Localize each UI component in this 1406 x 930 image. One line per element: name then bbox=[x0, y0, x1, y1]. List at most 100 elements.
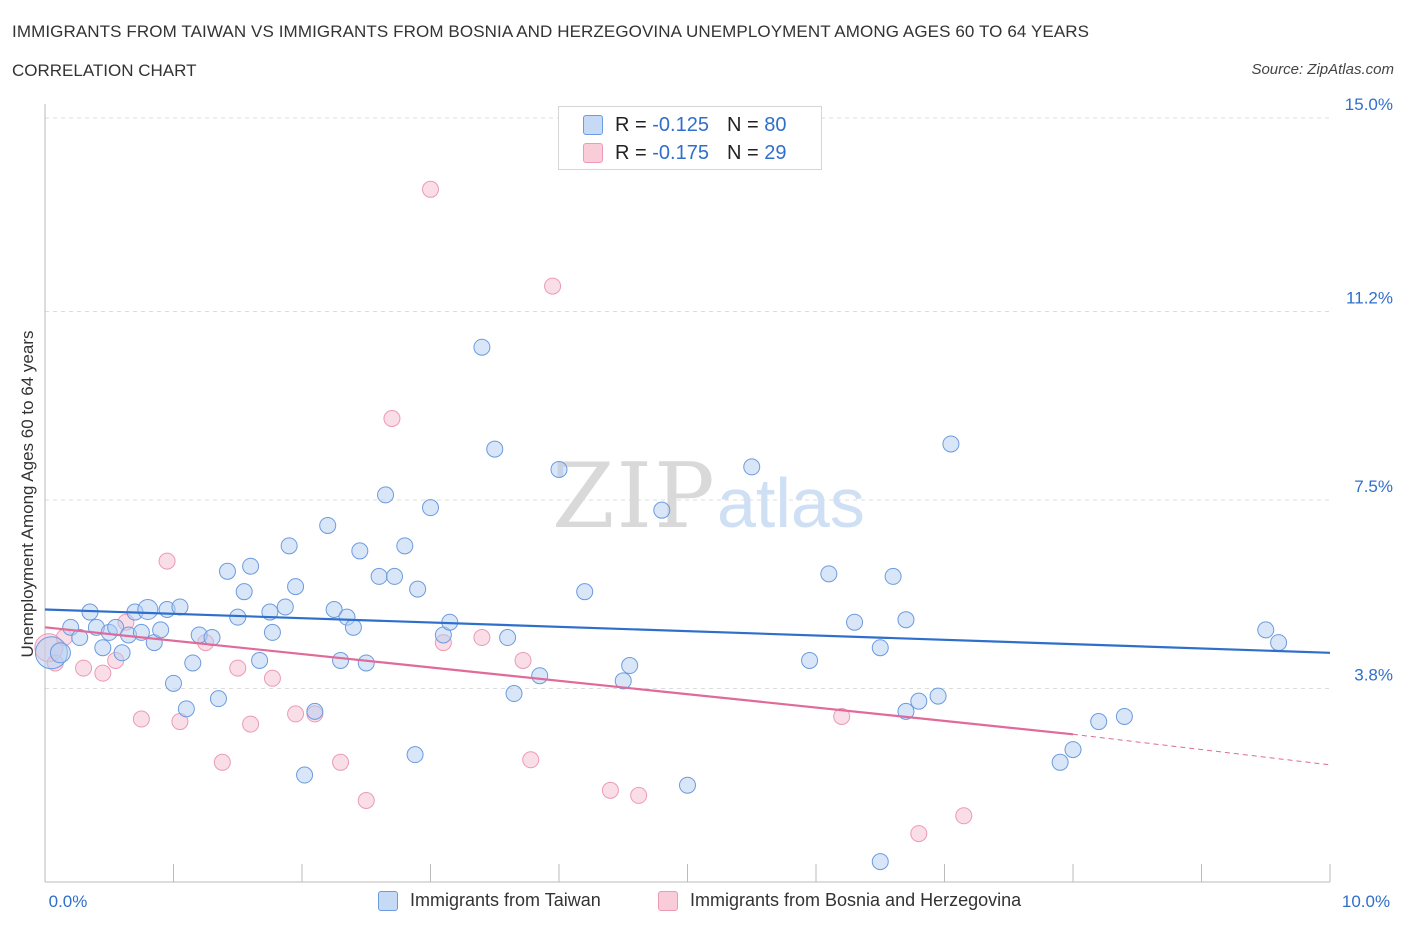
taiwan-point bbox=[1051, 753, 1069, 771]
taiwan-point bbox=[679, 776, 696, 794]
bosnia-swatch bbox=[658, 890, 678, 911]
y-tick-label: 3.8% bbox=[1354, 665, 1393, 684]
taiwan-point bbox=[910, 692, 928, 710]
taiwan-point bbox=[473, 338, 491, 356]
taiwan-point bbox=[325, 601, 343, 619]
taiwan-point bbox=[165, 674, 182, 692]
bosnia-point bbox=[357, 792, 375, 810]
taiwan-point bbox=[897, 611, 915, 629]
taiwan-swatch bbox=[378, 890, 398, 911]
bosnia-point bbox=[94, 664, 112, 682]
taiwan-point bbox=[505, 685, 523, 703]
taiwan-point bbox=[251, 651, 269, 669]
bosnia-point bbox=[833, 707, 851, 725]
taiwan-point bbox=[344, 618, 362, 636]
taiwan-point bbox=[614, 672, 632, 690]
legend-item-taiwan[interactable]: Immigrants from Taiwan bbox=[378, 890, 601, 911]
stats-r-value: -0.175 bbox=[652, 141, 709, 164]
stats-r-value: -0.125 bbox=[652, 113, 709, 136]
trend-lines bbox=[44, 608, 1331, 766]
chart-subtitle: CORRELATION CHART bbox=[12, 61, 197, 80]
bosnia-point bbox=[332, 753, 350, 771]
taiwan-point bbox=[929, 687, 947, 705]
series-taiwan-points bbox=[34, 338, 1288, 871]
taiwan-point bbox=[942, 435, 960, 453]
taiwan-point bbox=[171, 598, 189, 616]
taiwan-point bbox=[357, 654, 375, 672]
stats-row-bosnia: R = -0.175 N = 29 bbox=[583, 141, 786, 165]
bosnia-point bbox=[229, 659, 247, 677]
taiwan-point bbox=[871, 853, 889, 871]
taiwan-point bbox=[296, 766, 314, 784]
bosnia-swatch bbox=[583, 143, 603, 163]
taiwan-point bbox=[218, 562, 236, 580]
y-tick-label: 15.0% bbox=[1345, 95, 1393, 114]
taiwan-point bbox=[276, 598, 294, 616]
taiwan-point bbox=[871, 639, 889, 657]
taiwan-point bbox=[386, 567, 404, 585]
taiwan-point bbox=[1257, 621, 1275, 639]
bosnia-point bbox=[242, 715, 260, 733]
stats-row-taiwan: R = -0.125 N = 80 bbox=[583, 113, 786, 137]
bosnia-trend-extension bbox=[1072, 733, 1331, 766]
watermark: ZIP atlas bbox=[552, 444, 865, 549]
grid-lines bbox=[45, 117, 1330, 689]
taiwan-point bbox=[846, 613, 864, 631]
taiwan-point bbox=[1064, 741, 1082, 759]
taiwan-point bbox=[897, 702, 915, 720]
taiwan-point bbox=[235, 583, 253, 601]
taiwan-point bbox=[177, 700, 195, 718]
axes bbox=[44, 104, 1331, 883]
taiwan-swatch bbox=[583, 115, 603, 135]
taiwan-point bbox=[1115, 707, 1133, 725]
chart-title: IMMIGRANTS FROM TAIWAN VS IMMIGRANTS FRO… bbox=[12, 22, 1090, 41]
taiwan-point bbox=[486, 440, 504, 458]
watermark-atlas: atlas bbox=[717, 464, 865, 542]
taiwan-point bbox=[263, 623, 281, 641]
taiwan-point bbox=[71, 629, 89, 647]
legend-label: Immigrants from Bosnia and Herzegovina bbox=[690, 890, 1022, 910]
taiwan-point bbox=[801, 651, 819, 669]
taiwan-point bbox=[280, 537, 298, 555]
stats-n-value: 29 bbox=[764, 141, 787, 164]
bosnia-point bbox=[601, 781, 619, 799]
taiwan-point bbox=[242, 557, 260, 575]
x-tick-label: 10.0% bbox=[1342, 892, 1390, 911]
taiwan-point bbox=[113, 644, 131, 662]
stats-n-label: N = bbox=[726, 141, 759, 164]
bosnia-point bbox=[522, 751, 540, 769]
bosnia-point bbox=[955, 807, 973, 825]
taiwan-point bbox=[422, 499, 439, 517]
stats-n-value: 80 bbox=[764, 113, 787, 136]
bosnia-point bbox=[630, 786, 648, 804]
bosnia-point bbox=[158, 552, 176, 570]
bosnia-point bbox=[473, 629, 491, 647]
taiwan-point bbox=[49, 642, 71, 664]
taiwan-point bbox=[287, 578, 305, 596]
taiwan-point bbox=[409, 580, 427, 598]
source-label: Source: ZipAtlas.com bbox=[1251, 61, 1394, 78]
bosnia-point bbox=[910, 825, 928, 843]
taiwan-point bbox=[370, 567, 388, 585]
legend-item-bosnia[interactable]: Immigrants from Bosnia and Herzegovina bbox=[658, 890, 1021, 911]
taiwan-point bbox=[653, 501, 671, 519]
taiwan-point bbox=[319, 516, 337, 534]
taiwan-point bbox=[499, 629, 517, 647]
bosnia-trend-line bbox=[44, 626, 1074, 736]
taiwan-point bbox=[1090, 713, 1108, 731]
stats-r-label: R = bbox=[615, 113, 647, 136]
bosnia-point bbox=[213, 753, 231, 771]
tick-labels: 3.8% 7.5% 11.2% 15.0% 0.0% 10.0% bbox=[49, 95, 1393, 911]
taiwan-point bbox=[152, 621, 170, 639]
y-axis-label: Unemployment Among Ages 60 to 64 years bbox=[18, 331, 37, 658]
stats-legend: R = -0.125 N = 80 R = -0.175 N = 29 bbox=[558, 106, 822, 170]
stats-r-label: R = bbox=[615, 141, 647, 164]
stats-n-label: N = bbox=[726, 113, 759, 136]
taiwan-point bbox=[406, 746, 424, 764]
bosnia-point bbox=[544, 277, 562, 295]
taiwan-point bbox=[621, 657, 639, 675]
taiwan-point bbox=[550, 460, 568, 478]
taiwan-point bbox=[94, 639, 112, 657]
y-tick-label: 11.2% bbox=[1346, 289, 1393, 308]
